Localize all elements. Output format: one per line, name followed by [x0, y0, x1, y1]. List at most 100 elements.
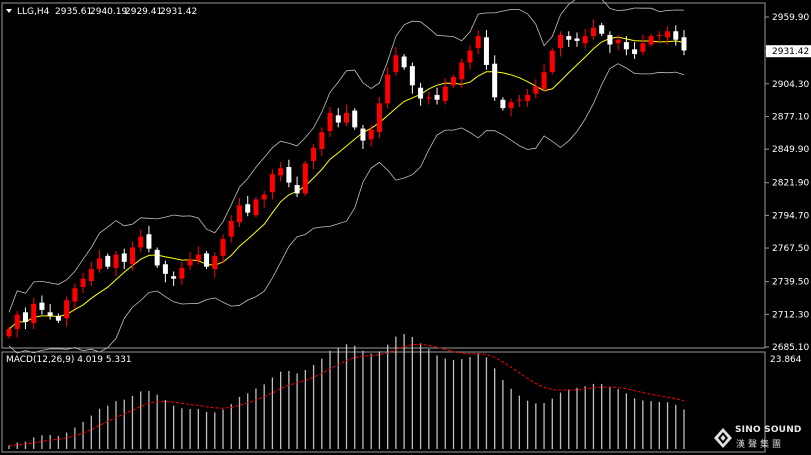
candle-body	[673, 31, 679, 40]
candle-body	[549, 50, 555, 73]
candle-body	[228, 221, 234, 237]
candle-body	[475, 36, 481, 49]
candle-body	[623, 42, 629, 50]
symbol-dropdown-icon[interactable]	[6, 9, 12, 13]
candle-body	[31, 303, 37, 324]
diamond-logo-icon	[714, 428, 732, 448]
candle-body	[269, 174, 275, 193]
symbol-timeframe: LLG,H4	[17, 7, 50, 17]
candle-body	[607, 34, 613, 45]
current-price-label: 2931.42	[772, 47, 809, 57]
candle-body	[129, 247, 135, 265]
candle-body	[508, 102, 514, 109]
candle-body	[558, 34, 564, 49]
bollinger-upper	[8, 0, 685, 313]
candle-body	[97, 258, 103, 270]
candle-body	[113, 254, 119, 268]
macd-label: MACD(12,26,9) 4.019 5.331	[6, 355, 132, 365]
candle-body	[360, 128, 366, 141]
price-axis: 2959.90 2931.42 2904.30 2877.10 2849.90 2821.…	[765, 13, 811, 353]
price-tick-label: 2767.50	[772, 244, 809, 254]
price-tick-label: 2739.50	[772, 278, 809, 288]
candle-body	[368, 129, 374, 140]
macd-histogram	[8, 334, 685, 449]
candle-body	[566, 36, 572, 40]
candle-body	[590, 27, 596, 37]
candle-body	[393, 55, 399, 73]
candle-body	[302, 163, 308, 194]
candle-body	[6, 329, 12, 337]
candle-body	[615, 39, 621, 44]
candle-body	[311, 147, 317, 161]
candle-body	[533, 86, 539, 94]
price-tick-label: 2794.70	[772, 211, 809, 221]
current-price-marker	[766, 45, 811, 58]
candle-body	[204, 253, 210, 267]
macd-panel-frame	[1, 351, 766, 453]
candle-body	[47, 312, 53, 316]
candle-body	[401, 56, 407, 68]
candle-body	[14, 314, 20, 330]
candle-body	[640, 43, 646, 52]
candle-body	[154, 249, 160, 266]
candle-body	[541, 72, 547, 89]
candle-body	[220, 239, 226, 256]
price-tick-label: 2849.90	[772, 145, 809, 155]
ma-line	[8, 36, 685, 330]
candlesticks	[6, 19, 687, 339]
price-tick-label: 2959.90	[772, 13, 809, 23]
macd-top-value: 23.864	[770, 355, 802, 365]
price-tick-label: 2904.30	[772, 80, 809, 90]
candle-body	[599, 25, 605, 34]
candle-body	[72, 288, 78, 302]
watermark-brand: SINO SOUND	[735, 425, 802, 435]
price-panel-frame	[1, 2, 766, 349]
candle-body	[55, 315, 61, 321]
candle-body	[418, 87, 424, 99]
candle-body	[344, 112, 349, 123]
candle-body	[467, 50, 473, 63]
price-tick-label: 2712.30	[772, 310, 809, 320]
candle-body	[409, 66, 415, 86]
price-tick-label: 2685.10	[772, 343, 809, 353]
candle-body	[335, 115, 341, 123]
candle-body	[648, 36, 654, 45]
candle-body	[442, 86, 448, 101]
macd-signal	[8, 343, 685, 446]
candle-body	[385, 74, 391, 104]
candle-body	[236, 205, 242, 223]
candle-body	[665, 31, 671, 38]
candle-body	[500, 99, 506, 109]
candle-body	[212, 255, 218, 270]
candle-body	[459, 62, 465, 80]
candle-body	[187, 259, 193, 266]
candle-body	[574, 38, 580, 41]
ohlc-close: 2931.42	[160, 7, 197, 17]
watermark-cjk: 漢聲集團	[736, 440, 785, 450]
candle-body	[253, 199, 259, 216]
candle-body	[376, 103, 382, 133]
candle-body	[64, 300, 70, 319]
moving-average	[8, 36, 685, 330]
candle-body	[319, 132, 325, 149]
candle-body	[146, 234, 152, 249]
candle-body	[451, 76, 457, 86]
ohlc-high: 2940.19	[90, 7, 127, 17]
candle-body	[171, 276, 177, 279]
candle-body	[179, 267, 185, 279]
candle-body	[39, 302, 45, 310]
candle-body	[327, 112, 333, 131]
candle-body	[162, 264, 168, 274]
candle-body	[525, 94, 531, 101]
sino-sound-watermark: SINO SOUND 漢聲集團	[713, 424, 807, 452]
candle-body	[294, 185, 300, 194]
price-tick-label: 2821.90	[772, 179, 809, 189]
ohlc-open: 2935.61	[55, 7, 92, 17]
candle-body	[278, 168, 284, 176]
candle-body	[80, 278, 86, 288]
candle-body	[121, 253, 127, 262]
ohlc-low: 2929.41	[125, 7, 162, 17]
macd-signal-line	[8, 343, 685, 446]
